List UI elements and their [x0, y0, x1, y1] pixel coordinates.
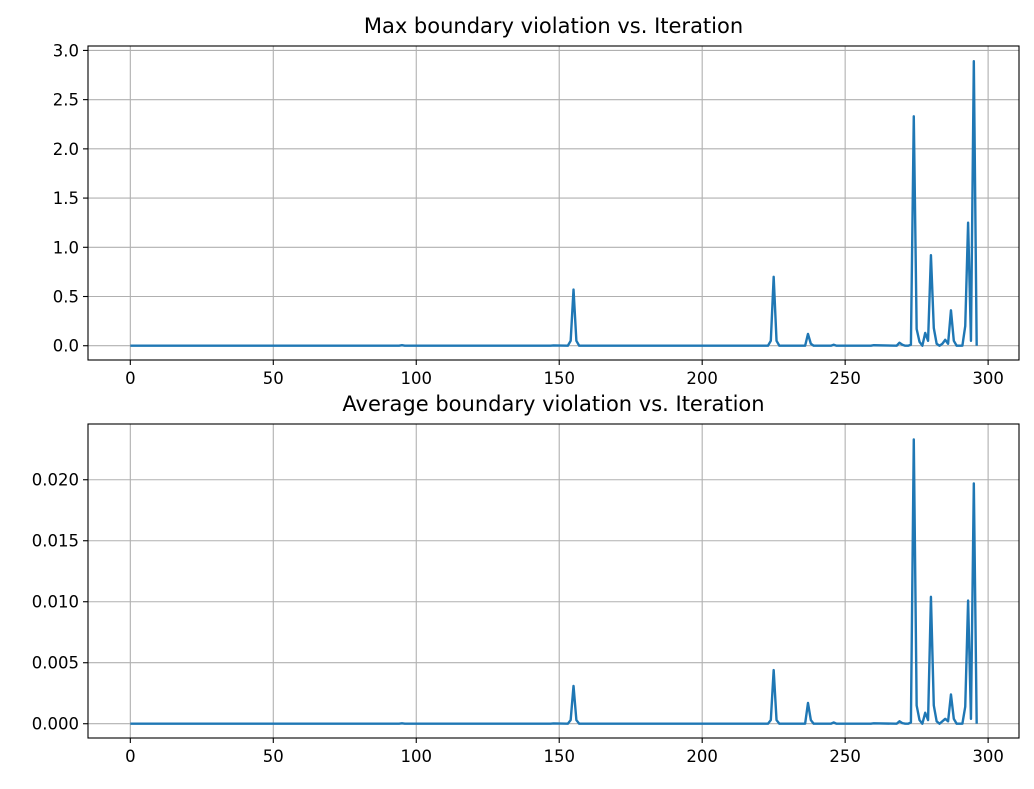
- y-tick-label: 2.0: [53, 140, 79, 159]
- series-line: [130, 438, 978, 725]
- y-tick-label: 2.5: [53, 91, 79, 110]
- y-tick-label: 0.020: [32, 471, 79, 490]
- x-tick-label: 150: [543, 747, 575, 766]
- y-tick-label: 0.5: [53, 288, 79, 307]
- x-tick-label: 100: [401, 369, 433, 388]
- y-tick-label: 1.0: [53, 238, 79, 257]
- x-tick-label: 300: [972, 369, 1004, 388]
- y-tick-label: 0.010: [32, 593, 79, 612]
- y-tick-label: 3.0: [53, 41, 79, 60]
- average-violation-chart: 0 50 100 150 200 250 300 0.000 0.005 0.010 0.015 0.…: [32, 392, 1020, 766]
- x-tick-label: 200: [686, 369, 718, 388]
- y-tick-label: 0.0: [53, 337, 79, 356]
- x-tick-label: 50: [263, 747, 284, 766]
- max-violation-chart: 0 50 100 150 200 250 300 0.0 0.5 1.0 1.5 2.0 2.5 3.0 M…: [53, 14, 1020, 388]
- plot-frame: [87, 423, 1020, 739]
- series-line: [130, 60, 978, 347]
- x-tick-label: 50: [263, 369, 284, 388]
- y-tick-label: 1.5: [53, 189, 79, 208]
- plot-frame: [87, 45, 1020, 361]
- y-tick-label: 0.005: [32, 654, 79, 673]
- y-tick-label: 0.000: [32, 715, 79, 734]
- x-tick-label: 0: [125, 747, 136, 766]
- x-tick-label: 250: [829, 369, 861, 388]
- x-tick-label: 200: [686, 747, 718, 766]
- x-tick-label: 250: [829, 747, 861, 766]
- chart-title: Average boundary violation vs. Iteration: [342, 392, 764, 416]
- x-tick-label: 300: [972, 747, 1004, 766]
- y-tick-label: 0.015: [32, 532, 79, 551]
- x-tick-label: 0: [125, 369, 136, 388]
- chart-title: Max boundary violation vs. Iteration: [364, 14, 743, 38]
- x-tick-label: 100: [401, 747, 433, 766]
- x-tick-label: 150: [543, 369, 575, 388]
